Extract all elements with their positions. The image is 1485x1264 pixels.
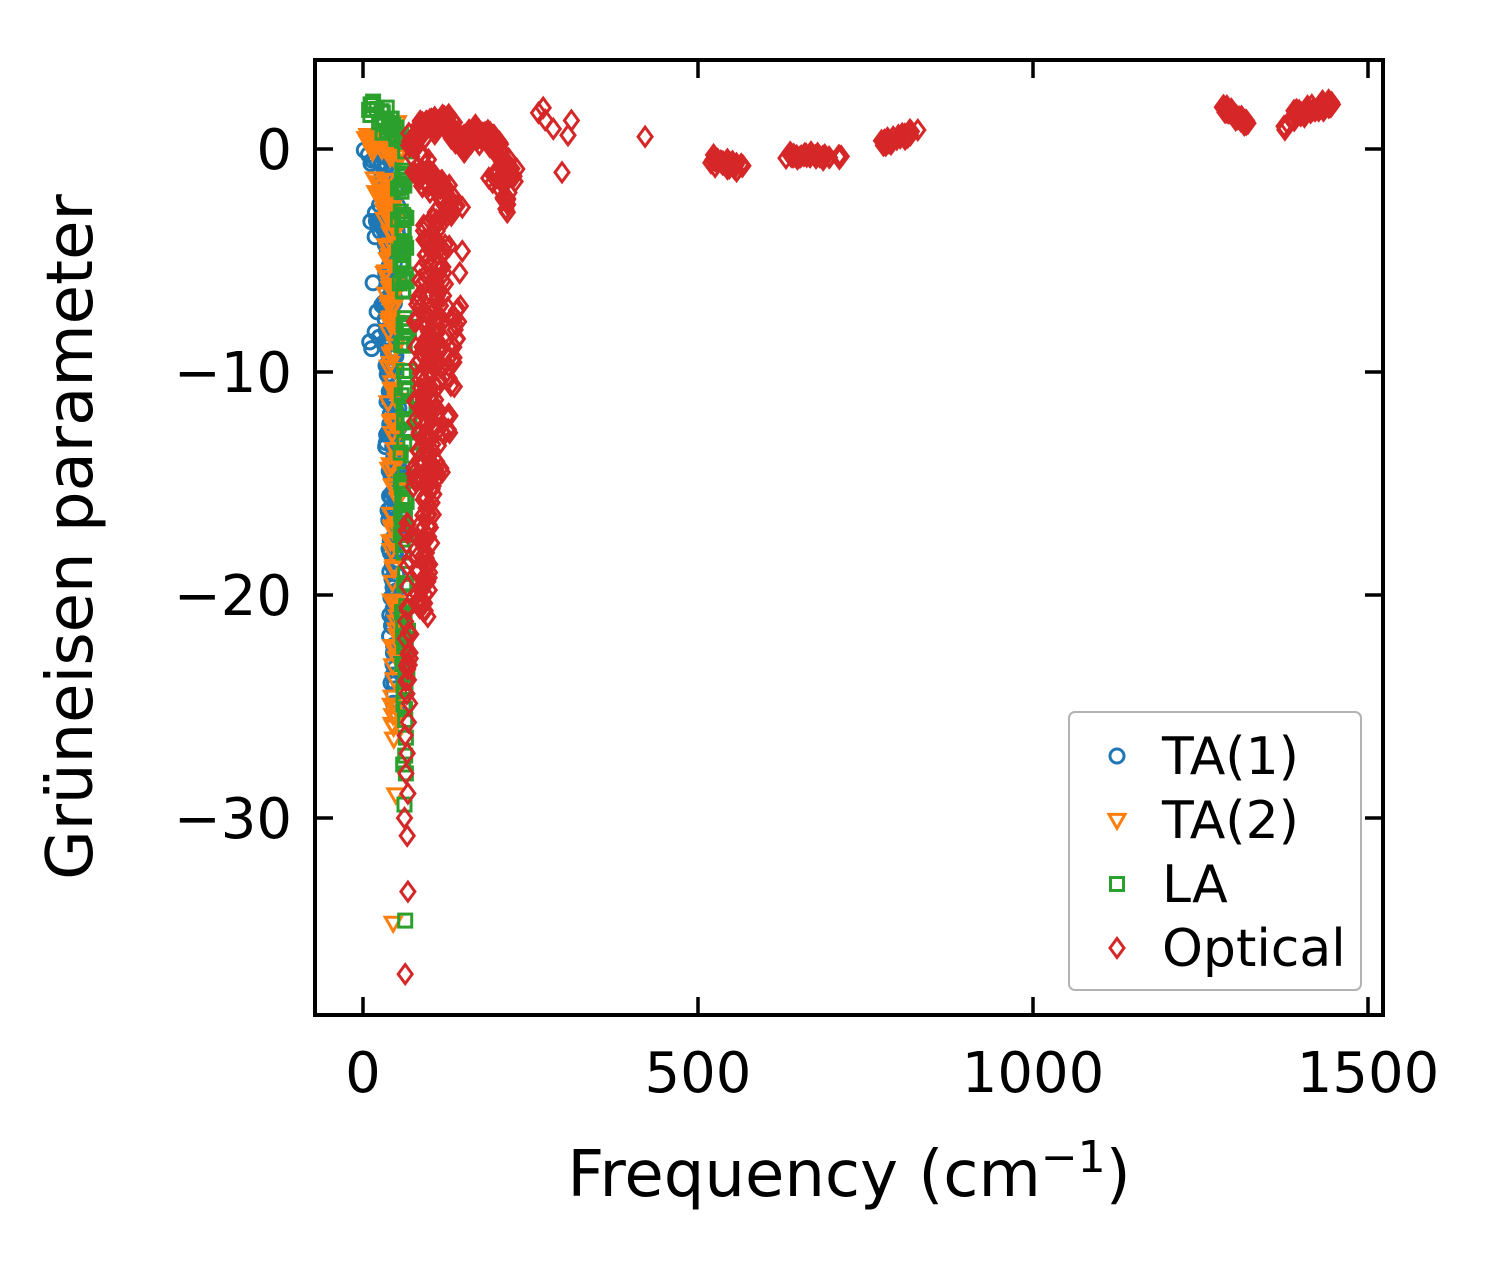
legend-box (1068, 711, 1362, 991)
legend-label: TA(2) (1161, 791, 1299, 851)
y-axis-label: Grüneisen parameter (34, 193, 108, 879)
x-axis-label: Frequency (cm−1) (567, 1132, 1130, 1212)
legend-label: Optical (1162, 919, 1346, 979)
axis-ticks (315, 60, 1383, 1015)
x-axis-label-text: Frequency (cm (567, 1138, 1040, 1212)
legend-entry-la: LA (1109, 855, 1228, 915)
legend-entry-ta-2-: TA(2) (1107, 791, 1299, 851)
plot-frame (313, 58, 1385, 1017)
legend-entry-ta-1-: TA(1) (1108, 727, 1299, 787)
x-tick-label: 1500 (1297, 1041, 1440, 1106)
x-tick-label: 0 (345, 1041, 381, 1106)
x-tick-label: 500 (645, 1041, 752, 1106)
y-tick-labels: 0 −10 −20 −30 (174, 118, 292, 852)
x-axis-label-suffix: ) (1106, 1138, 1131, 1212)
legend-label: LA (1162, 855, 1228, 915)
y-tick-label: −10 (174, 341, 292, 406)
y-tick-label: −20 (174, 564, 292, 629)
x-tick-label: 1000 (962, 1041, 1105, 1106)
x-tick-labels: 0 500 1000 1500 (345, 1041, 1439, 1106)
x-axis-label-superscript: −1 (1041, 1132, 1106, 1183)
y-tick-label: −30 (174, 787, 292, 852)
legend-entry-optical: Optical (1108, 919, 1346, 979)
y-tick-label: 0 (256, 118, 292, 183)
legend-label: TA(1) (1161, 727, 1299, 787)
